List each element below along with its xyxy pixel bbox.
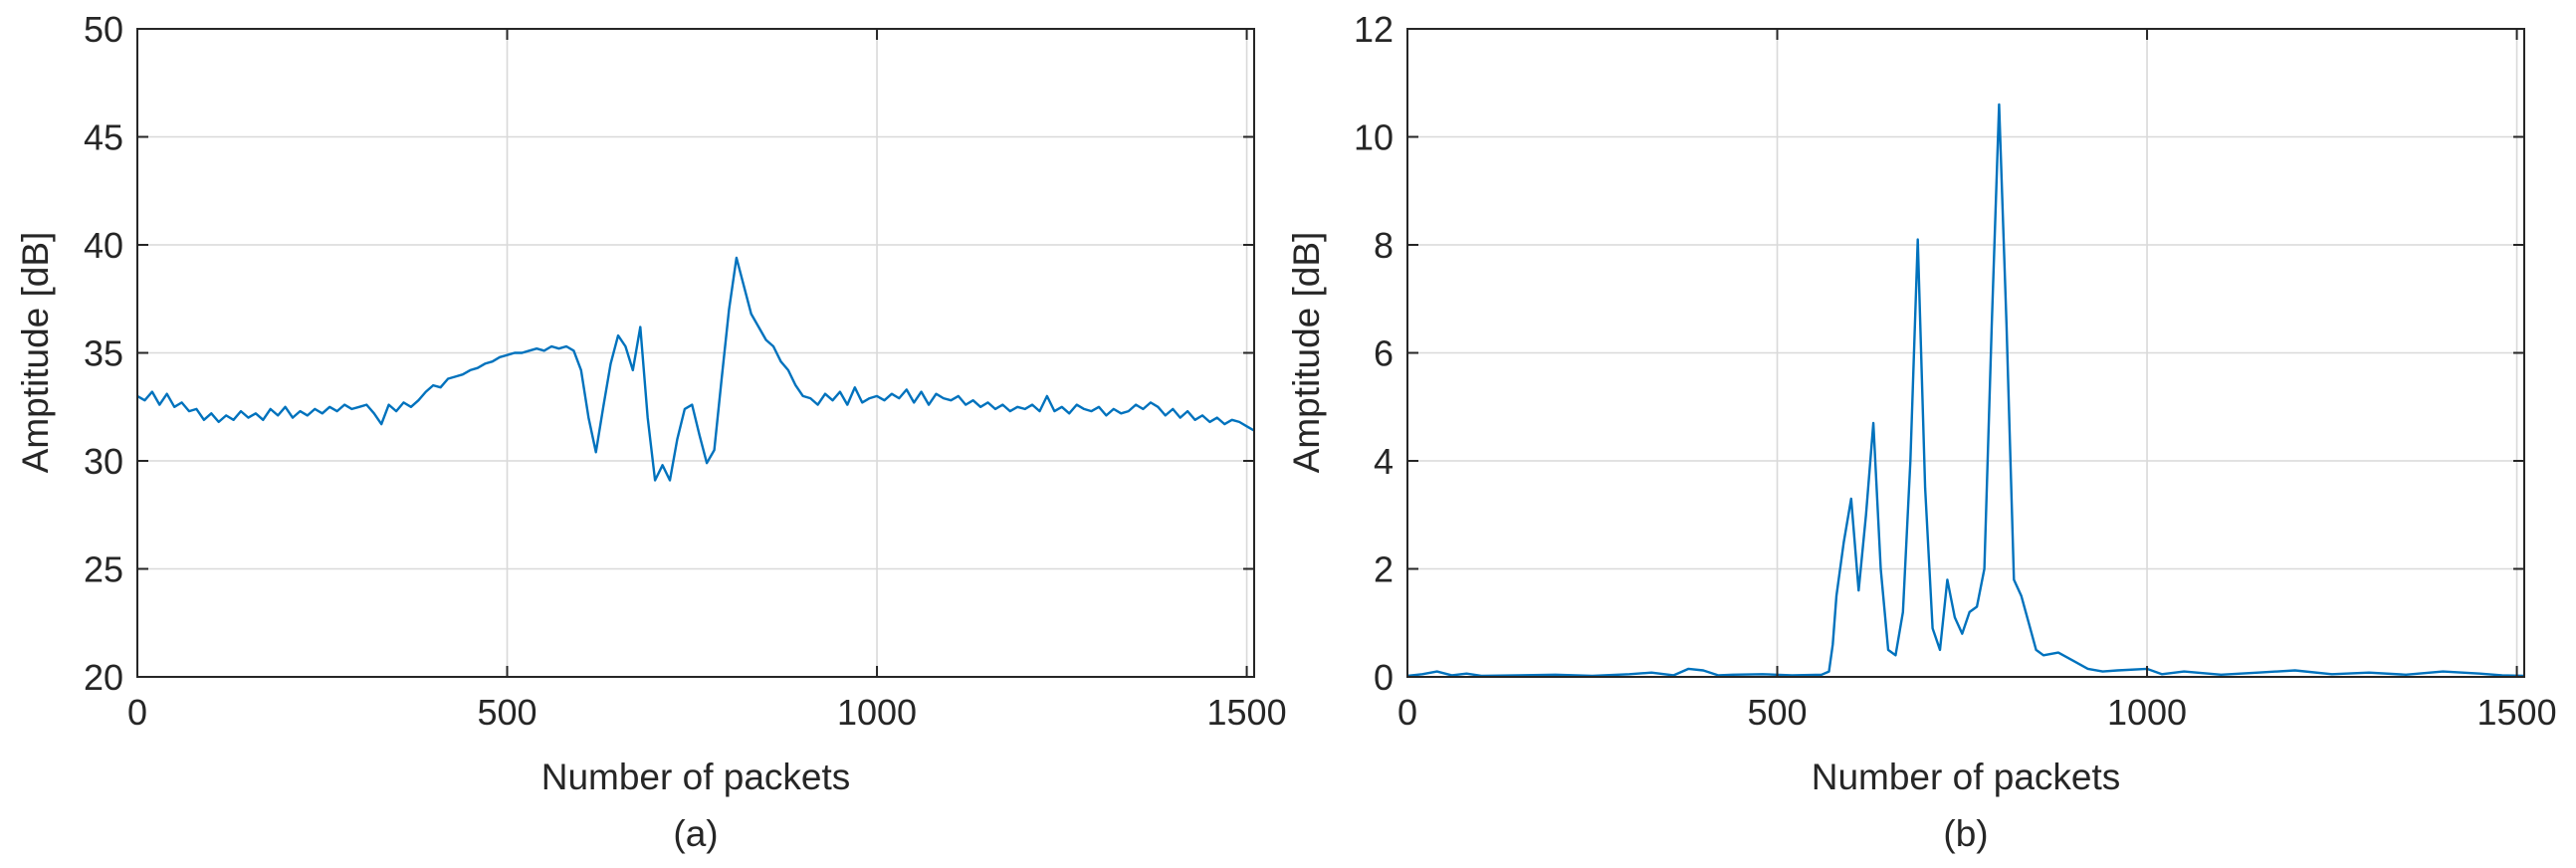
y-tick-label-a: 35 bbox=[84, 333, 123, 374]
y-tick-label-b: 10 bbox=[1354, 117, 1394, 158]
x-tick-label-b: 1500 bbox=[2477, 692, 2557, 733]
x-axis-label-a: Number of packets bbox=[541, 757, 851, 797]
chart-panel-a: 0 500 1000 1500 20 25 30 35 40 45 50 Number of pac… bbox=[15, 9, 1287, 854]
caption-b: (b) bbox=[1943, 813, 1988, 854]
caption-a: (a) bbox=[673, 813, 718, 854]
data-line-a bbox=[136, 256, 1255, 482]
y-tick-label-b: 8 bbox=[1374, 225, 1394, 266]
x-tick-label-a: 0 bbox=[127, 692, 147, 733]
data-line-b bbox=[1406, 103, 2525, 678]
y-tick-label-b: 2 bbox=[1374, 549, 1394, 590]
y-tick-label-a: 20 bbox=[84, 657, 123, 698]
y-tick-label-b: 4 bbox=[1374, 441, 1394, 482]
y-tick-label-b: 12 bbox=[1354, 9, 1394, 50]
ticks-a: 0 500 1000 1500 20 25 30 35 40 45 50 bbox=[84, 9, 1287, 733]
x-tick-label-b: 0 bbox=[1397, 692, 1417, 733]
x-tick-label-a: 1000 bbox=[837, 692, 917, 733]
x-tick-label-a: 1500 bbox=[1207, 692, 1287, 733]
y-axis-label-a: Amptitude [dB] bbox=[15, 232, 56, 474]
y-axis-label-b: Amptitude [dB] bbox=[1286, 232, 1327, 474]
y-tick-label-a: 40 bbox=[84, 225, 123, 266]
x-tick-label-b: 1000 bbox=[2107, 692, 2187, 733]
y-tick-label-a: 25 bbox=[84, 549, 123, 590]
x-tick-label-a: 500 bbox=[477, 692, 537, 733]
ticks-b: 0 500 1000 1500 0 2 4 6 8 10 12 bbox=[1354, 9, 2557, 733]
y-tick-label-a: 50 bbox=[84, 9, 123, 50]
y-tick-label-b: 0 bbox=[1374, 657, 1394, 698]
x-tick-label-b: 500 bbox=[1747, 692, 1807, 733]
y-tick-label-a: 30 bbox=[84, 441, 123, 482]
y-tick-label-b: 6 bbox=[1374, 333, 1394, 374]
x-axis-label-b: Number of packets bbox=[1812, 757, 2121, 797]
y-tick-label-a: 45 bbox=[84, 117, 123, 158]
